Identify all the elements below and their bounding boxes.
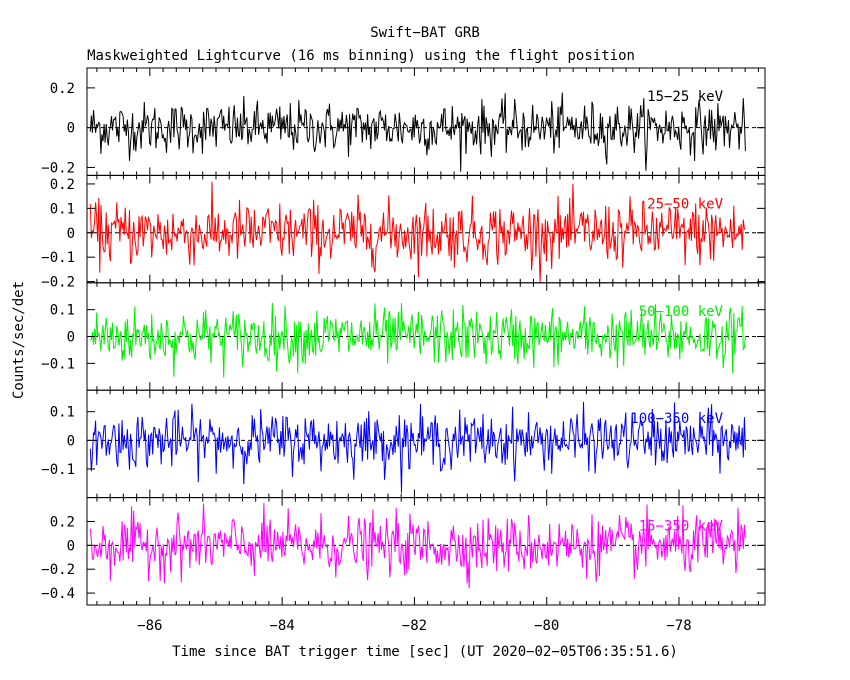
y-tick-label: −0.4	[41, 586, 75, 602]
y-tick-label: 0	[67, 538, 75, 554]
y-tick-label: −0.2	[41, 275, 75, 291]
chart-title: Swift−BAT GRB	[370, 25, 480, 41]
series-line	[90, 302, 746, 378]
y-tick-label: −0.1	[41, 462, 75, 478]
panel-2: −0.2 −0.1 0 0.1 0.2 25−50 keV	[41, 174, 766, 291]
y-tick-label: 0	[67, 226, 75, 242]
y-axis-label: Counts/sec/det	[11, 281, 27, 399]
y-tick-label: −0.2	[41, 562, 75, 578]
y-tick-label: 0.2	[50, 177, 75, 193]
panel-frame	[86, 497, 766, 606]
series-line	[89, 502, 746, 589]
y-tick-label: 0.2	[50, 514, 75, 530]
chart-subtitle: Maskweighted Lightcurve (16 ms binning) …	[87, 48, 635, 64]
series-line	[89, 92, 746, 172]
x-tick-label: −86	[137, 618, 162, 634]
series-line	[89, 401, 746, 493]
y-tick-label: 0	[67, 330, 75, 346]
panel-1: −0.2 0 0.2 15−25 keV	[41, 67, 766, 176]
x-tick-label: −78	[666, 618, 691, 634]
y-tick-label: 0	[67, 433, 75, 449]
x-tick-label: −80	[534, 618, 559, 634]
y-tick-label: −0.2	[41, 160, 75, 176]
band-label: 50−100 keV	[639, 304, 724, 320]
band-label: 25−50 keV	[647, 196, 723, 212]
panel-frame	[86, 67, 766, 176]
panel-5: −0.4 −0.2 0 0.2 15−350 keV	[41, 497, 766, 606]
y-tick-label: 0.2	[50, 81, 75, 97]
band-label: 100−350 keV	[630, 411, 723, 427]
x-tick-label: −84	[269, 618, 294, 634]
panel-4: −0.1 0 0.1 100−350 keV	[41, 389, 766, 499]
band-label: 15−350 keV	[639, 519, 724, 535]
series-line	[89, 181, 746, 283]
panels: −0.2 0 0.2 15−25 keV −0.2 −0.1 0 0.1 0.2 25−50 ke…	[41, 67, 766, 634]
band-label: 15−25 keV	[647, 89, 723, 105]
panel-3: −0.1 0 0.1 50−100 keV	[41, 282, 766, 391]
y-tick-label: 0.1	[50, 201, 75, 217]
y-tick-label: 0.1	[50, 405, 75, 421]
y-tick-label: −0.1	[41, 356, 75, 372]
y-tick-label: 0	[67, 121, 75, 137]
x-axis-label: Time since BAT trigger time [sec] (UT 20…	[172, 644, 678, 660]
y-tick-label: −0.1	[41, 250, 75, 266]
y-tick-label: 0.1	[50, 303, 75, 319]
x-tick-label: −82	[402, 618, 427, 634]
